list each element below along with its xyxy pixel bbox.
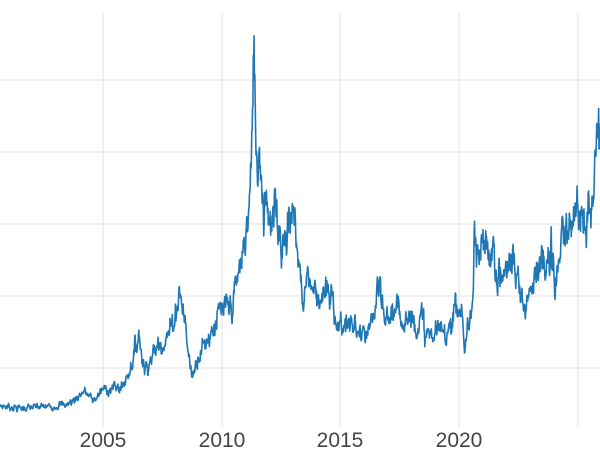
svg-text:2005: 2005 xyxy=(80,429,127,450)
svg-text:2020: 2020 xyxy=(436,429,483,450)
svg-text:2015: 2015 xyxy=(317,429,364,450)
svg-text:2010: 2010 xyxy=(199,429,246,450)
